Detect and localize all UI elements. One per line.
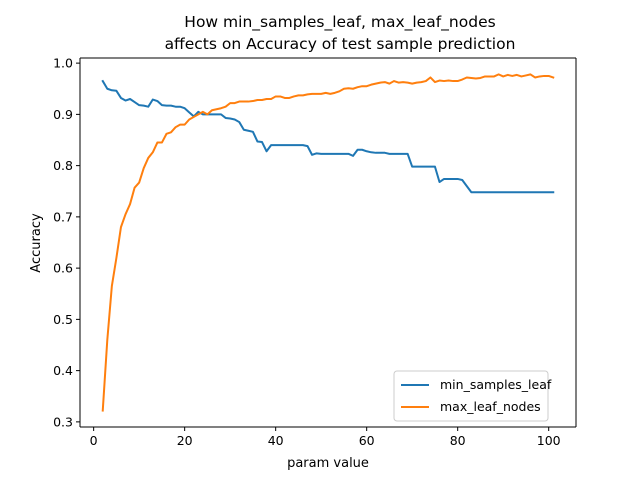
y-tick-label-0.5: 0.5 bbox=[53, 312, 73, 327]
chart-title-line-1: How min_samples_leaf, max_leaf_nodes bbox=[184, 13, 495, 32]
x-axis-label: param value bbox=[287, 456, 369, 471]
y-axis-label: Accuracy bbox=[29, 213, 44, 273]
legend-label-min-samples-leaf: min_samples_leaf bbox=[440, 377, 552, 392]
legend: min_samples_leaf max_leaf_nodes bbox=[393, 370, 552, 422]
y-tick-label-0.3: 0.3 bbox=[53, 414, 73, 429]
y-tick-label-0.4: 0.4 bbox=[53, 363, 73, 378]
x-tick-label-80: 80 bbox=[450, 433, 466, 448]
legend-box bbox=[393, 370, 549, 422]
legend-label-max-leaf-nodes: max_leaf_nodes bbox=[440, 399, 541, 414]
y-tick-label-0.7: 0.7 bbox=[53, 209, 73, 224]
x-tick-label-100: 100 bbox=[537, 433, 561, 448]
y-tick-label-0.9: 0.9 bbox=[53, 107, 73, 122]
y-tick-label-1.0: 1.0 bbox=[53, 56, 73, 71]
y-tick-label-0.6: 0.6 bbox=[53, 261, 73, 276]
x-tick-label-0: 0 bbox=[90, 433, 98, 448]
series-line-min-samples-leaf bbox=[101, 79, 555, 194]
chart-title-line-2: affects on Accuracy of test sample predi… bbox=[165, 35, 516, 53]
series-line-max-leaf-nodes bbox=[101, 73, 555, 412]
plot-area: 0 20 40 60 80 100 0.3 0.4 0.5 0.6 0.7 0.8 0.9 1.0 bbox=[53, 56, 577, 448]
x-tick-label-60: 60 bbox=[359, 433, 375, 448]
x-tick-label-20: 20 bbox=[177, 433, 193, 448]
x-tick-label-40: 40 bbox=[268, 433, 284, 448]
y-tick-label-0.8: 0.8 bbox=[53, 158, 73, 173]
